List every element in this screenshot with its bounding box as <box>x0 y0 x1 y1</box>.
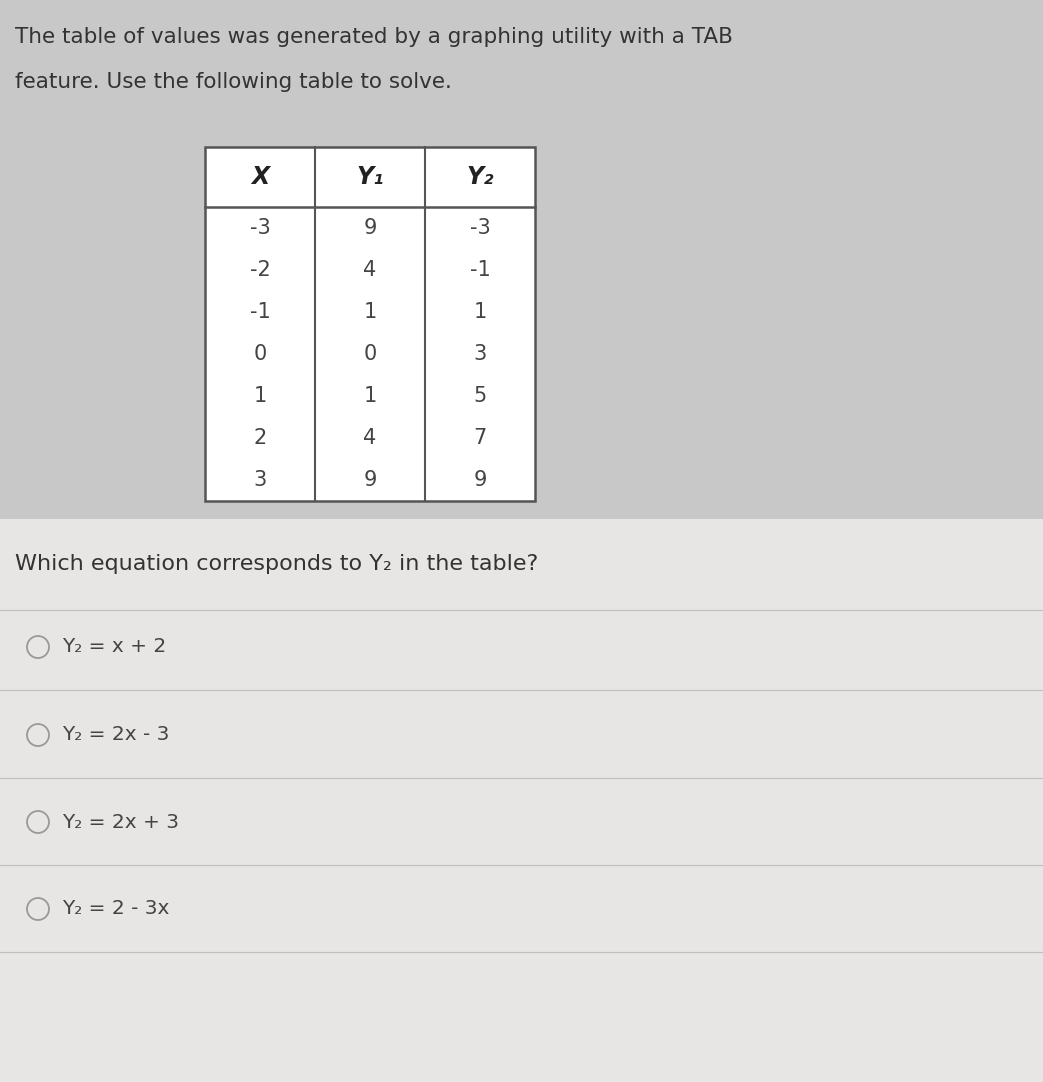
Text: Y₂ = x + 2: Y₂ = x + 2 <box>62 637 166 657</box>
Text: Y₁: Y₁ <box>357 164 384 189</box>
Text: 1: 1 <box>363 386 377 406</box>
Text: 5: 5 <box>474 386 487 406</box>
Text: 4: 4 <box>363 428 377 448</box>
Text: 9: 9 <box>363 470 377 490</box>
Text: 4: 4 <box>363 260 377 280</box>
Text: Y₂ = 2x + 3: Y₂ = 2x + 3 <box>62 813 179 831</box>
Text: The table of values was generated by a graphing utility with a TAB: The table of values was generated by a g… <box>15 27 733 47</box>
Text: 2: 2 <box>253 428 267 448</box>
Text: Y₂ = 2 - 3x: Y₂ = 2 - 3x <box>62 899 169 919</box>
Text: 3: 3 <box>253 470 267 490</box>
Text: 1: 1 <box>363 302 377 322</box>
Text: 9: 9 <box>474 470 487 490</box>
Text: -1: -1 <box>469 260 490 280</box>
Text: 0: 0 <box>253 344 267 364</box>
Text: Y₂: Y₂ <box>466 164 493 189</box>
Text: -3: -3 <box>249 217 270 238</box>
Text: feature. Use the following table to solve.: feature. Use the following table to solv… <box>15 72 452 92</box>
Bar <box>0 519 1043 1082</box>
Bar <box>205 147 535 501</box>
Text: Which equation corresponds to Y₂ in the table?: Which equation corresponds to Y₂ in the … <box>15 554 538 573</box>
Text: -3: -3 <box>469 217 490 238</box>
Text: 1: 1 <box>253 386 267 406</box>
Text: Y₂ = 2x - 3: Y₂ = 2x - 3 <box>62 726 169 744</box>
Text: 3: 3 <box>474 344 487 364</box>
Text: 1: 1 <box>474 302 487 322</box>
Text: 9: 9 <box>363 217 377 238</box>
Text: X: X <box>251 164 269 189</box>
Text: 7: 7 <box>474 428 487 448</box>
Text: 0: 0 <box>363 344 377 364</box>
Text: -1: -1 <box>249 302 270 322</box>
Text: -2: -2 <box>249 260 270 280</box>
